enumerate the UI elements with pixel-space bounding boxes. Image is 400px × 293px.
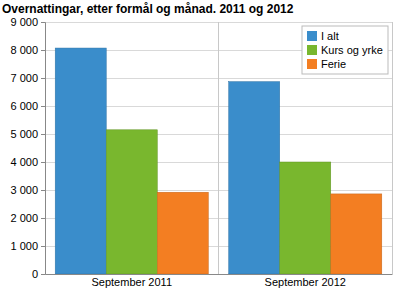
bars [55, 48, 382, 274]
y-tick-label: 4 000 [10, 156, 38, 168]
legend-label: Ferie [321, 58, 346, 70]
y-tick: 7 000 [10, 72, 45, 84]
x-tick-label: September 2012 [265, 276, 346, 288]
y-tick-mark [41, 78, 45, 79]
legend-swatch [307, 31, 317, 41]
y-tick-label: 2 000 [10, 212, 38, 224]
plot-frame-right [392, 22, 393, 274]
y-tick: 4 000 [10, 156, 45, 168]
y-tick: 0 [32, 268, 45, 280]
y-tick-mark [41, 134, 45, 135]
x-axis: September 2011 September 2012 [46, 274, 393, 288]
y-tick: 1 000 [10, 240, 45, 252]
x-tick: September 2011 [91, 274, 172, 288]
y-tick-label: 8 000 [10, 44, 38, 56]
y-axis-line [41, 23, 46, 275]
y-tick-mark [41, 218, 45, 219]
y-tick-label: 9 000 [10, 16, 38, 28]
bar [157, 192, 208, 274]
y-tick-mark [41, 274, 45, 275]
legend-box [302, 26, 388, 74]
y-tick: 6 000 [10, 100, 45, 112]
legend-swatch [307, 45, 317, 55]
grid [45, 22, 392, 274]
legend-swatch [307, 59, 317, 69]
y-tick-label: 5 000 [10, 128, 38, 140]
y-tick: 3 000 [10, 184, 45, 196]
legend-item: Ferie [307, 58, 346, 70]
y-tick: 5 000 [10, 128, 45, 140]
bar [229, 82, 280, 274]
legend: I alt Kurs og yrke Ferie [302, 26, 388, 74]
y-tick-mark [41, 190, 45, 191]
title: Overnattingar, etter formål og månad. 20… [2, 2, 294, 16]
y-tick: 2 000 [10, 212, 45, 224]
y-tick-mark [41, 246, 45, 247]
y-tick-label: 6 000 [10, 100, 38, 112]
y-tick-mark [41, 22, 45, 23]
legend-item: Kurs og yrke [307, 44, 383, 56]
bar [331, 194, 382, 274]
y-tick-label: 7 000 [10, 72, 38, 84]
chart: Overnattingar, etter formål og månad. 20… [0, 0, 400, 293]
y-tick-mark [41, 50, 45, 51]
x-tick-label: September 2011 [91, 276, 172, 288]
y-tick-label: 1 000 [10, 240, 38, 252]
y-tick-label: 3 000 [10, 184, 38, 196]
legend-label: Kurs og yrke [321, 44, 383, 56]
bar [106, 130, 157, 274]
y-tick: 8 000 [10, 44, 45, 56]
bar [55, 48, 106, 274]
category-separator [218, 22, 219, 274]
y-tick-mark [41, 106, 45, 107]
legend-item: I alt [307, 30, 339, 42]
bar [280, 162, 331, 274]
legend-label: I alt [321, 30, 339, 42]
y-tick-mark [41, 162, 45, 163]
y-tick-label: 0 [32, 268, 38, 280]
x-tick: September 2012 [265, 274, 346, 288]
plot: 0 1 000 2 000 3 000 4 000 5 000 6 000 7 000 8 00… [10, 16, 392, 288]
y-tick: 9 000 [10, 16, 45, 28]
y-axis: 0 1 000 2 000 3 000 4 000 5 000 6 000 7 000 8 00… [10, 16, 45, 280]
